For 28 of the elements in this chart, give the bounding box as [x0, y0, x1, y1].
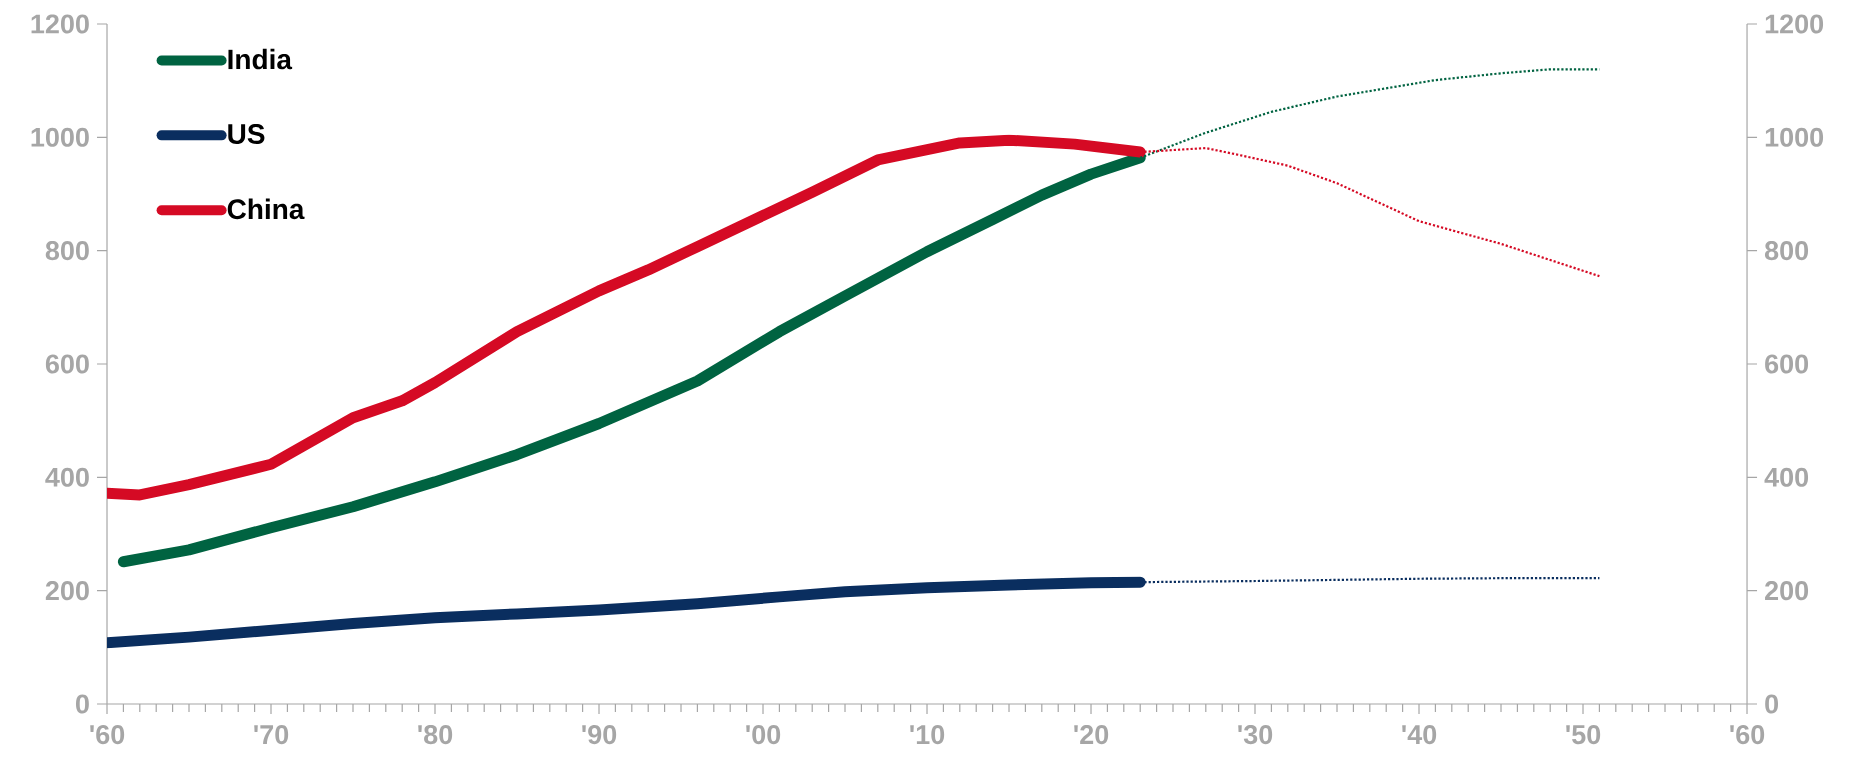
x-tick-label: '60	[90, 725, 125, 745]
y-tick-label: 600	[45, 354, 89, 374]
x-tick-label: '60	[1730, 725, 1765, 745]
y2-tick-label: 1000	[1765, 127, 1824, 147]
x-tick-label: '10	[910, 725, 945, 745]
y-tick-label: 1000	[31, 127, 89, 147]
y-tick-label: 400	[45, 467, 89, 487]
x-tick-label: '50	[1566, 725, 1601, 745]
legend-label: India	[228, 48, 293, 70]
y2-tick-label: 600	[1765, 354, 1809, 374]
legend-label: US	[228, 124, 265, 144]
y2-tick-label: 0	[1765, 694, 1779, 714]
x-tick-label: '30	[1238, 725, 1273, 745]
y2-tick-label: 200	[1765, 581, 1809, 601]
legend-label: China	[227, 198, 305, 220]
y2-tick-label: 800	[1764, 241, 1809, 261]
y-tick-label: 200	[45, 581, 89, 601]
x-tick-label: '70	[254, 725, 289, 745]
y-tick-label: 800	[45, 241, 89, 261]
x-tick-label: '80	[418, 725, 453, 745]
x-tick-label: '00	[746, 725, 781, 745]
x-tick-label: '90	[582, 725, 617, 745]
y2-tick-label: 400	[1764, 467, 1809, 487]
y-tick-label: 0	[75, 694, 89, 714]
y-tick-label: 1200	[31, 14, 89, 34]
x-tick-label: '20	[1074, 725, 1109, 745]
y2-tick-label: 1200	[1765, 14, 1824, 34]
x-tick-label: '40	[1402, 725, 1437, 745]
